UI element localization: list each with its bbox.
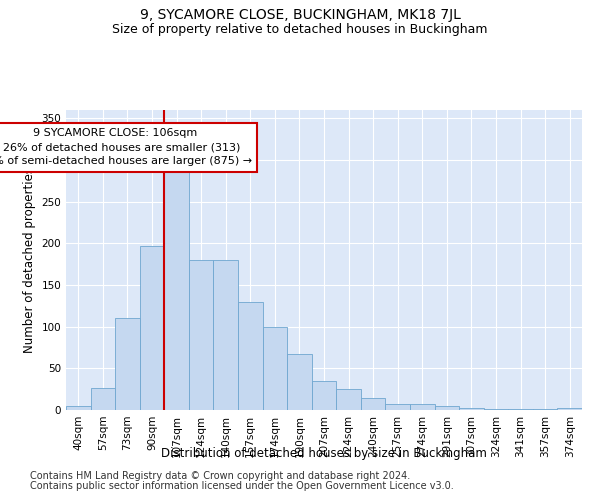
Bar bbox=[214, 260, 238, 410]
Bar bbox=[263, 326, 287, 410]
Bar bbox=[189, 260, 214, 410]
Bar bbox=[361, 398, 385, 410]
Bar bbox=[557, 408, 582, 410]
Bar bbox=[140, 246, 164, 410]
Bar bbox=[312, 381, 336, 410]
Bar bbox=[115, 318, 140, 410]
Bar bbox=[410, 404, 434, 410]
Bar bbox=[484, 409, 508, 410]
Y-axis label: Number of detached properties: Number of detached properties bbox=[23, 167, 36, 353]
Bar bbox=[287, 354, 312, 410]
Bar bbox=[533, 409, 557, 410]
Bar bbox=[91, 388, 115, 410]
Bar bbox=[66, 406, 91, 410]
Bar bbox=[459, 408, 484, 410]
Text: Contains public sector information licensed under the Open Government Licence v3: Contains public sector information licen… bbox=[30, 481, 454, 491]
Bar bbox=[164, 171, 189, 410]
Text: 9, SYCAMORE CLOSE, BUCKINGHAM, MK18 7JL: 9, SYCAMORE CLOSE, BUCKINGHAM, MK18 7JL bbox=[140, 8, 460, 22]
Bar bbox=[336, 389, 361, 410]
Bar bbox=[385, 404, 410, 410]
Text: 9 SYCAMORE CLOSE: 106sqm
← 26% of detached houses are smaller (313)
74% of semi-: 9 SYCAMORE CLOSE: 106sqm ← 26% of detach… bbox=[0, 128, 252, 166]
Text: Contains HM Land Registry data © Crown copyright and database right 2024.: Contains HM Land Registry data © Crown c… bbox=[30, 471, 410, 481]
Text: Distribution of detached houses by size in Buckingham: Distribution of detached houses by size … bbox=[161, 448, 487, 460]
Text: Size of property relative to detached houses in Buckingham: Size of property relative to detached ho… bbox=[112, 22, 488, 36]
Bar bbox=[508, 409, 533, 410]
Bar bbox=[238, 302, 263, 410]
Bar bbox=[434, 406, 459, 410]
